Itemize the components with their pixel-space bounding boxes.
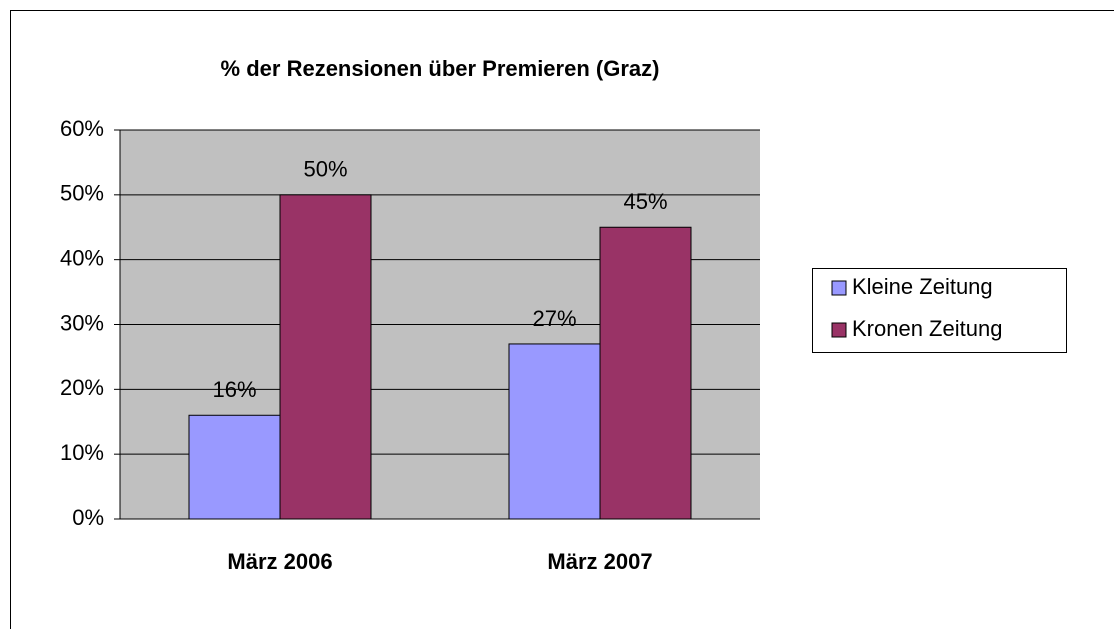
- legend-swatch: [831, 280, 847, 296]
- legend-swatch: [831, 322, 847, 338]
- data-label: 50%: [303, 157, 347, 182]
- y-tick-label: 30%: [60, 310, 104, 335]
- data-label: 27%: [532, 306, 576, 331]
- bar: [279, 194, 372, 520]
- legend-label: Kronen Zeitung: [852, 316, 1002, 341]
- x-tick-label: März 2007: [547, 549, 652, 574]
- y-tick-label: 40%: [60, 245, 104, 270]
- bar: [599, 226, 692, 520]
- data-label: 45%: [623, 189, 667, 214]
- bar: [508, 343, 601, 520]
- y-tick-label: 0%: [72, 505, 104, 530]
- legend: [812, 268, 1067, 353]
- bar: [188, 414, 281, 520]
- data-label: 16%: [212, 377, 256, 402]
- chart-title: % der Rezensionen über Premieren (Graz): [221, 56, 660, 81]
- y-tick-label: 10%: [60, 440, 104, 465]
- legend-label: Kleine Zeitung: [852, 274, 993, 299]
- x-tick-label: März 2006: [227, 549, 332, 574]
- y-tick-label: 50%: [60, 181, 104, 206]
- y-tick-label: 60%: [60, 116, 104, 141]
- y-tick-label: 20%: [60, 375, 104, 400]
